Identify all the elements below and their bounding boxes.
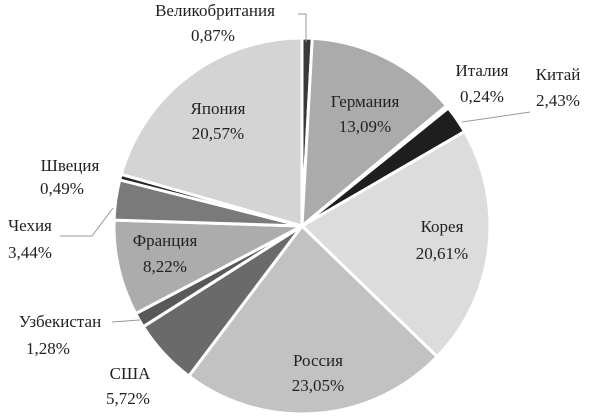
value-label: 20,61% [416,244,468,263]
pie [112,36,492,416]
value-label: 1,28% [26,339,70,358]
value-label: 0,24% [460,87,504,106]
value-label: 0,49% [40,179,84,198]
category-label: Чехия [8,216,52,235]
category-label: Корея [421,217,464,236]
value-label: 3,44% [8,243,52,262]
value-label: 2,43% [536,91,580,110]
leader-lines [60,13,531,323]
value-label: 23,05% [292,376,344,395]
pie-slice [119,36,304,228]
category-label: Узбекистан [19,312,101,331]
pie-slice [300,130,492,359]
category-label: Франция [133,231,198,250]
leader-line [111,319,141,323]
value-label: 5,72% [106,389,150,408]
value-label: 0,87% [191,26,235,45]
pie-slice [112,218,304,316]
leader-line [60,207,114,237]
value-label: 13,09% [339,117,391,136]
category-label: США [110,364,151,383]
category-label: Швеция [41,156,100,175]
category-label: Россия [293,351,343,370]
pie-slice [187,224,439,416]
category-label: Китай [536,65,581,84]
category-label: Великобритания [155,1,275,20]
leader-line [461,111,531,123]
pie-slice [300,36,449,228]
leader-line [298,13,307,42]
value-label: 20,57% [192,124,244,143]
value-label: 8,22% [143,257,187,276]
category-label: Италия [455,61,508,80]
labels: Великобритания 0,87% Германия 13,09% Италия 0… [8,1,580,408]
category-label: Германия [331,92,400,111]
category-label: Япония [191,99,246,118]
